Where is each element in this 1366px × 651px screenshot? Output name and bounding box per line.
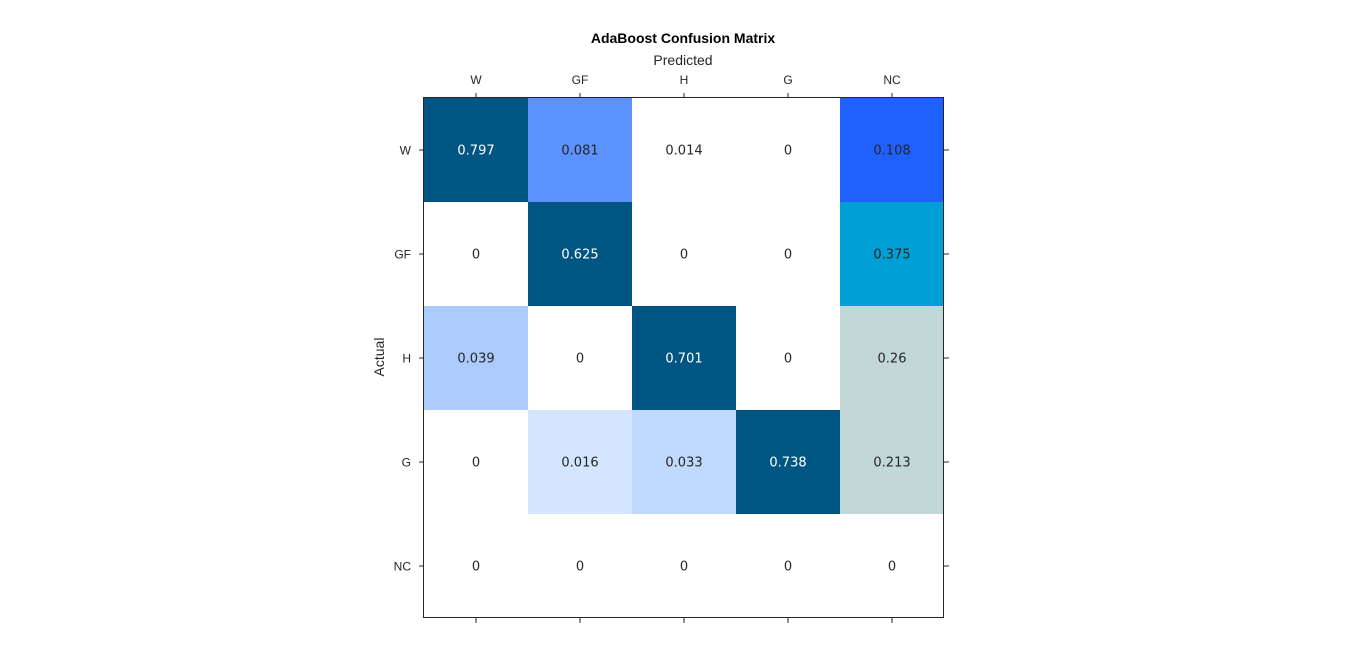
heatmap-cell-nc-gf — [528, 514, 632, 618]
heatmap-cell-g-nc — [840, 410, 944, 514]
heatmap-cell-g-h — [632, 410, 736, 514]
y-tick-label-gf: GF — [394, 248, 411, 262]
cell-value-h-w: 0.039 — [457, 352, 494, 367]
cell-value-g-nc: 0.213 — [873, 456, 910, 471]
x-axis-label: Predicted — [653, 52, 712, 68]
heatmap-cell-g-w — [424, 410, 528, 514]
cell-value-nc-h: 0 — [680, 560, 688, 575]
x-tick-label-g: G — [783, 73, 792, 87]
cell-value-h-gf: 0 — [576, 352, 584, 367]
heatmap-cell-h-g — [736, 306, 840, 410]
y-tick-label-nc: NC — [394, 560, 412, 574]
heatmap-cell-h-w — [424, 306, 528, 410]
cell-value-h-h: 0.701 — [665, 352, 702, 367]
x-tick-label-gf: GF — [572, 73, 589, 87]
heatmap-cell-nc-g — [736, 514, 840, 618]
cell-value-g-g: 0.738 — [769, 456, 806, 471]
y-axis-label: Actual — [371, 338, 387, 377]
y-tick-label-w: W — [400, 144, 412, 158]
heatmap-cell-h-gf — [528, 306, 632, 410]
heatmap-cell-w-gf — [528, 98, 632, 202]
cell-value-gf-gf: 0.625 — [561, 248, 598, 263]
cell-value-w-nc: 0.108 — [873, 144, 910, 159]
x-tick-label-nc: NC — [883, 73, 901, 87]
heatmap-cell-gf-h — [632, 202, 736, 306]
cell-value-h-nc: 0.26 — [878, 352, 907, 367]
x-tick-label-w: W — [470, 73, 482, 87]
x-tick-label-h: H — [680, 73, 689, 87]
axis-ticks: W GF H G NC W GF H G NC — [394, 73, 949, 623]
heatmap-cell-w-nc — [840, 98, 944, 202]
cell-value-w-g: 0 — [784, 144, 792, 159]
cell-value-gf-h: 0 — [680, 248, 688, 263]
cell-value-h-g: 0 — [784, 352, 792, 367]
cell-value-gf-w: 0 — [472, 248, 480, 263]
cell-value-nc-gf: 0 — [576, 560, 584, 575]
heatmap-cell-gf-nc — [840, 202, 944, 306]
cell-value-g-gf: 0.016 — [561, 456, 598, 471]
cell-value-w-w: 0.797 — [457, 144, 494, 159]
cell-value-g-h: 0.033 — [665, 456, 702, 471]
y-tick-label-g: G — [402, 456, 411, 470]
plot-frame — [423, 97, 944, 618]
heatmap-cell-nc-w — [424, 514, 528, 618]
heatmap-cell-nc-nc — [840, 514, 944, 618]
heatmap-cell-w-w — [424, 98, 528, 202]
heatmap-cell-h-h — [632, 306, 736, 410]
cell-value-w-h: 0.014 — [665, 144, 702, 159]
heatmap-cell-w-h — [632, 98, 736, 202]
cell-value-w-gf: 0.081 — [561, 144, 598, 159]
cell-value-g-w: 0 — [472, 456, 480, 471]
heatmap-cell-w-g — [736, 98, 840, 202]
heatmap-cell-gf-gf — [528, 202, 632, 306]
y-tick-label-h: H — [402, 352, 411, 366]
cell-value-gf-nc: 0.375 — [873, 248, 910, 263]
cell-value-gf-g: 0 — [784, 248, 792, 263]
heatmap-cell-gf-g — [736, 202, 840, 306]
cell-value-nc-nc: 0 — [888, 560, 896, 575]
heatmap-cell-gf-w — [424, 202, 528, 306]
heatmap-cell-h-nc — [840, 306, 944, 410]
cell-value-nc-w: 0 — [472, 560, 480, 575]
heatmap-cells: 0.797 0.081 0.014 0 0.108 0 0.625 0 0 0.375 0.039 0… — [424, 98, 944, 618]
heatmap-cell-nc-h — [632, 514, 736, 618]
chart-title: AdaBoost Confusion Matrix — [591, 30, 776, 46]
cell-value-nc-g: 0 — [784, 560, 792, 575]
heatmap-cell-g-g — [736, 410, 840, 514]
heatmap-cell-g-gf — [528, 410, 632, 514]
